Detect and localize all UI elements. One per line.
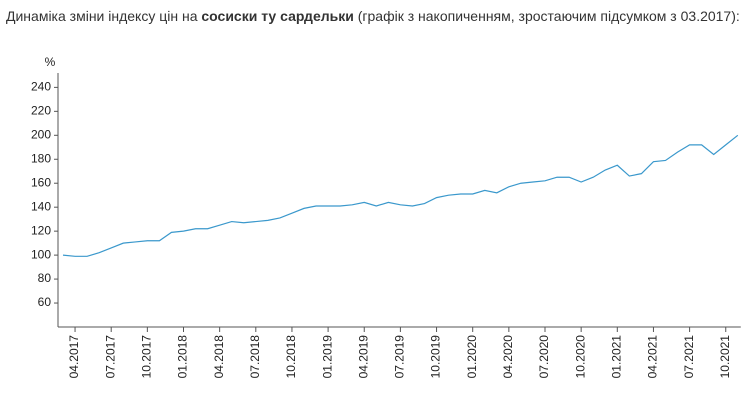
x-tick-label: 01.2019 [320,335,334,379]
y-tick-label: 100 [31,247,51,261]
y-tick-label: 120 [31,223,51,237]
x-tick-label: 07.2021 [682,335,696,379]
x-tick-label: 07.2018 [248,335,262,379]
y-tick-label: 180 [31,151,51,165]
x-tick-label: 10.2018 [284,335,298,379]
x-tick-label: 07.2020 [537,335,551,379]
y-tick-label: 240 [31,80,51,94]
x-tick-label: 01.2018 [176,335,190,379]
x-tick-label: 01.2020 [465,335,479,379]
title-text: Динаміка зміни індексу цін на [6,8,198,24]
line [62,134,739,257]
y-tick-label: 160 [31,175,51,189]
x-tick-label: 10.2020 [573,335,587,379]
x-tick-label: 04.2018 [212,335,226,379]
x-tick-label: 04.2020 [501,335,515,379]
x-tick-label: 10.2017 [140,335,154,379]
x-tick-label: 01.2021 [609,335,623,379]
x-tick-label: 04.2019 [356,335,370,379]
y-tick-label: 220 [31,104,51,118]
title-rest: (графік з накопиченням, зростаючим підсу… [357,8,740,24]
x-tick-label: 07.2017 [103,335,117,379]
x-tick-label: 10.2019 [429,335,443,379]
y-tick-label: 60 [38,295,52,309]
x-tick-label: 10.2021 [718,335,732,379]
title-bold: сосиски ту сардельки [201,8,354,24]
chart-title: Динаміка зміни індексу цін на сосиски ту… [6,6,741,26]
x-tick-label: 04.2017 [67,335,81,379]
y-tick-label: 140 [31,199,51,213]
x-tick-label: 07.2019 [393,335,407,379]
y-axis-label: % [45,55,56,69]
y-tick-label: 80 [38,271,52,285]
y-tick-label: 200 [31,127,51,141]
x-tick-label: 04.2021 [646,335,660,379]
